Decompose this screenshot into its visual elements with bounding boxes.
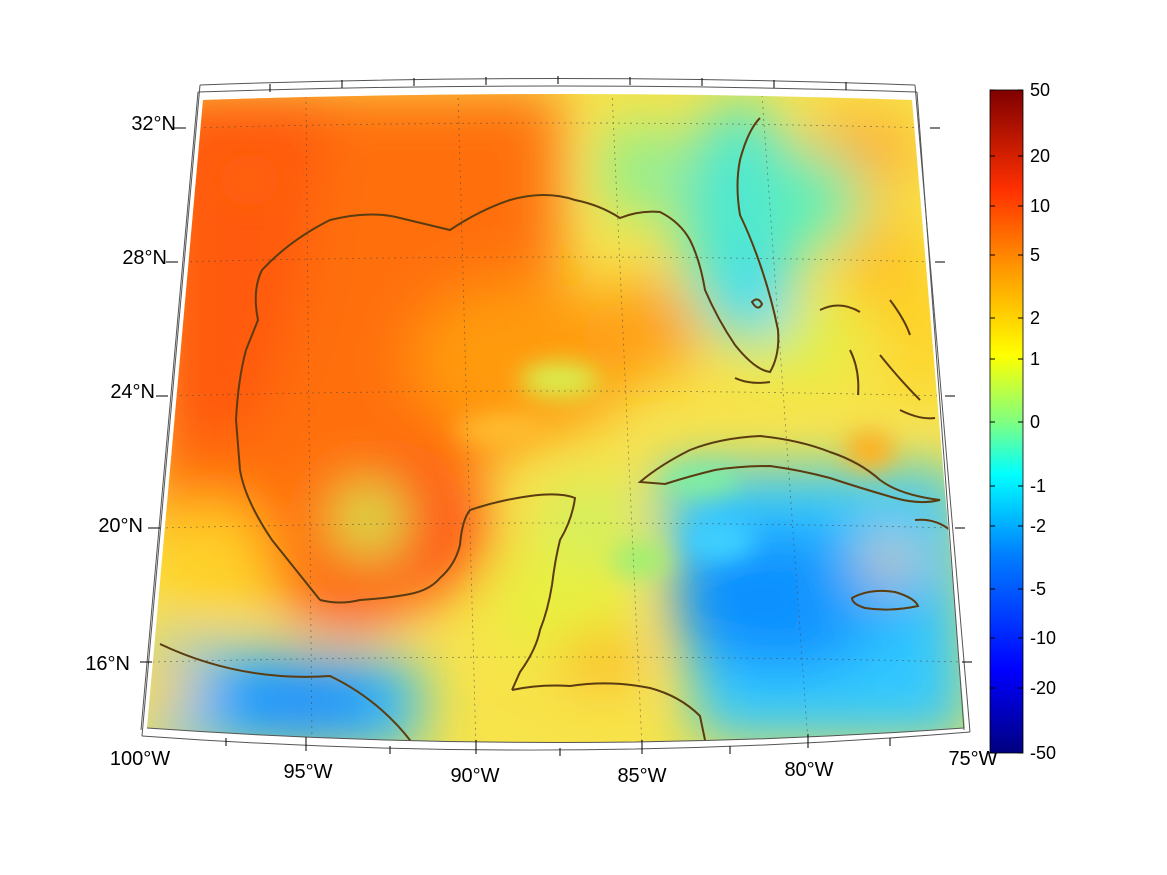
lon-label-100w: 100°W (110, 748, 170, 770)
lat-label-16n: 16°N (85, 653, 130, 675)
colorbar-tick-label: -50 (1030, 743, 1056, 763)
lon-label-95w: 95°W (283, 761, 332, 783)
latitude-labels: 32°N 28°N 24°N 20°N 16°N (85, 113, 176, 675)
lon-label-75w: 75°W (948, 748, 997, 770)
colorbar-tick-label: 1 (1030, 349, 1040, 369)
coastlines (159, 117, 951, 743)
lat-label-32n: 32°N (131, 113, 176, 135)
lat-label-20n: 20°N (98, 515, 143, 537)
honduras-coast (511, 682, 706, 741)
lon-label-90w: 90°W (450, 765, 499, 787)
colorbar-tick-label: 50 (1030, 80, 1050, 100)
colorbar-tick-label: -2 (1030, 516, 1046, 536)
colorbar-tick-label: -1 (1030, 476, 1046, 496)
lon-label-80w: 80°W (784, 759, 833, 781)
gulf-coast (159, 643, 414, 743)
lat-label-24n: 24°N (110, 381, 155, 403)
yucatan-coast (319, 493, 577, 691)
data-field (147, 94, 965, 743)
mexico-coast (234, 117, 780, 601)
colorbar-tick-label: 5 (1030, 245, 1040, 265)
colorbar-tick-label: -10 (1030, 628, 1056, 648)
cuba-outline (637, 434, 941, 504)
colorbar-tick-label: -20 (1030, 678, 1056, 698)
frame-ticks (140, 76, 972, 756)
colorbar-tick-label: 2 (1030, 308, 1040, 328)
lat-label-28n: 28°N (122, 247, 167, 269)
longitude-labels: 100°W 95°W 90°W 85°W 80°W 75°W (110, 748, 998, 787)
graticule (151, 94, 963, 743)
bahamas-outline (819, 299, 936, 420)
colorbar-tick-label: -5 (1030, 579, 1046, 599)
lake-okeechobee (750, 298, 764, 309)
florida-keys (734, 377, 771, 384)
colorbar-tick-label: 20 (1030, 146, 1050, 166)
lon-label-85w: 85°W (617, 765, 666, 787)
colorbar-tick-label: 10 (1030, 196, 1050, 216)
jamaica-outline (850, 589, 920, 611)
colorbar-tick-label: 0 (1030, 412, 1040, 432)
colorbar-gradient (989, 89, 1024, 754)
map-frame (140, 78, 971, 751)
